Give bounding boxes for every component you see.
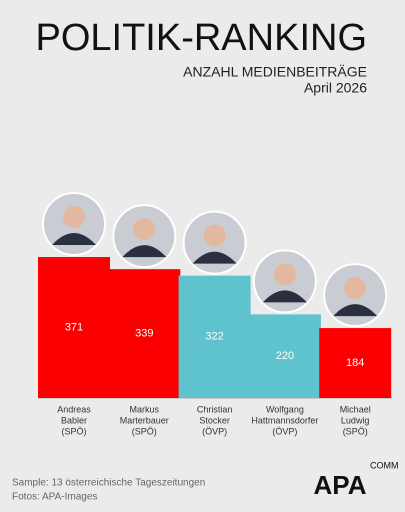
x-tick-label: Stocker [199, 415, 230, 425]
footnote: Fotos: APA-Images [12, 492, 97, 503]
photo-body [262, 290, 307, 303]
x-tick-label: (ÖVP) [272, 426, 297, 436]
bar [38, 257, 110, 398]
x-tick-label: Andreas [57, 404, 91, 414]
value-label: 322 [205, 331, 223, 343]
photo-body [192, 251, 237, 264]
date: April 2026 [304, 80, 367, 96]
photo-body [333, 304, 378, 317]
photo-body [122, 245, 167, 258]
x-tick-label: Michael [340, 404, 371, 414]
x-tick-label: (SPÖ) [61, 426, 86, 436]
bar [319, 328, 392, 398]
logo: APA [314, 470, 367, 500]
bar [248, 314, 321, 398]
x-tick-label: Hattmannsdorfer [251, 415, 318, 425]
x-tick-label: Markus [130, 404, 160, 414]
value-label: 184 [346, 357, 364, 369]
logo-sub: COMM [370, 460, 399, 470]
x-tick-label: Ludwig [341, 415, 370, 425]
x-tick-label: (SPÖ) [343, 426, 368, 436]
x-tick-label: (ÖVP) [202, 426, 227, 436]
value-label: 371 [65, 321, 83, 333]
photo-head [203, 224, 226, 247]
bar [178, 275, 251, 398]
x-tick-label: (SPÖ) [132, 426, 157, 436]
x-tick-label: Babler [61, 415, 87, 425]
photo-head [63, 206, 85, 229]
value-label: 339 [135, 327, 153, 339]
value-label: 220 [276, 350, 294, 362]
photo-body [52, 233, 96, 246]
bar [108, 269, 181, 398]
x-tick-label: Wolfgang [266, 404, 304, 414]
photo-head [133, 218, 156, 241]
footnote: Sample: 13 österreichische Tageszeitunge… [12, 478, 205, 489]
x-tick-label: Christian [197, 404, 233, 414]
photo-head [344, 277, 367, 300]
photo-head [273, 263, 296, 286]
x-tick-label: Marterbauer [120, 415, 169, 425]
chart-subtitle: ANZAHL MEDIENBEITRÄGE [183, 64, 367, 80]
chart-title: POLITIK-RANKING [36, 17, 368, 59]
